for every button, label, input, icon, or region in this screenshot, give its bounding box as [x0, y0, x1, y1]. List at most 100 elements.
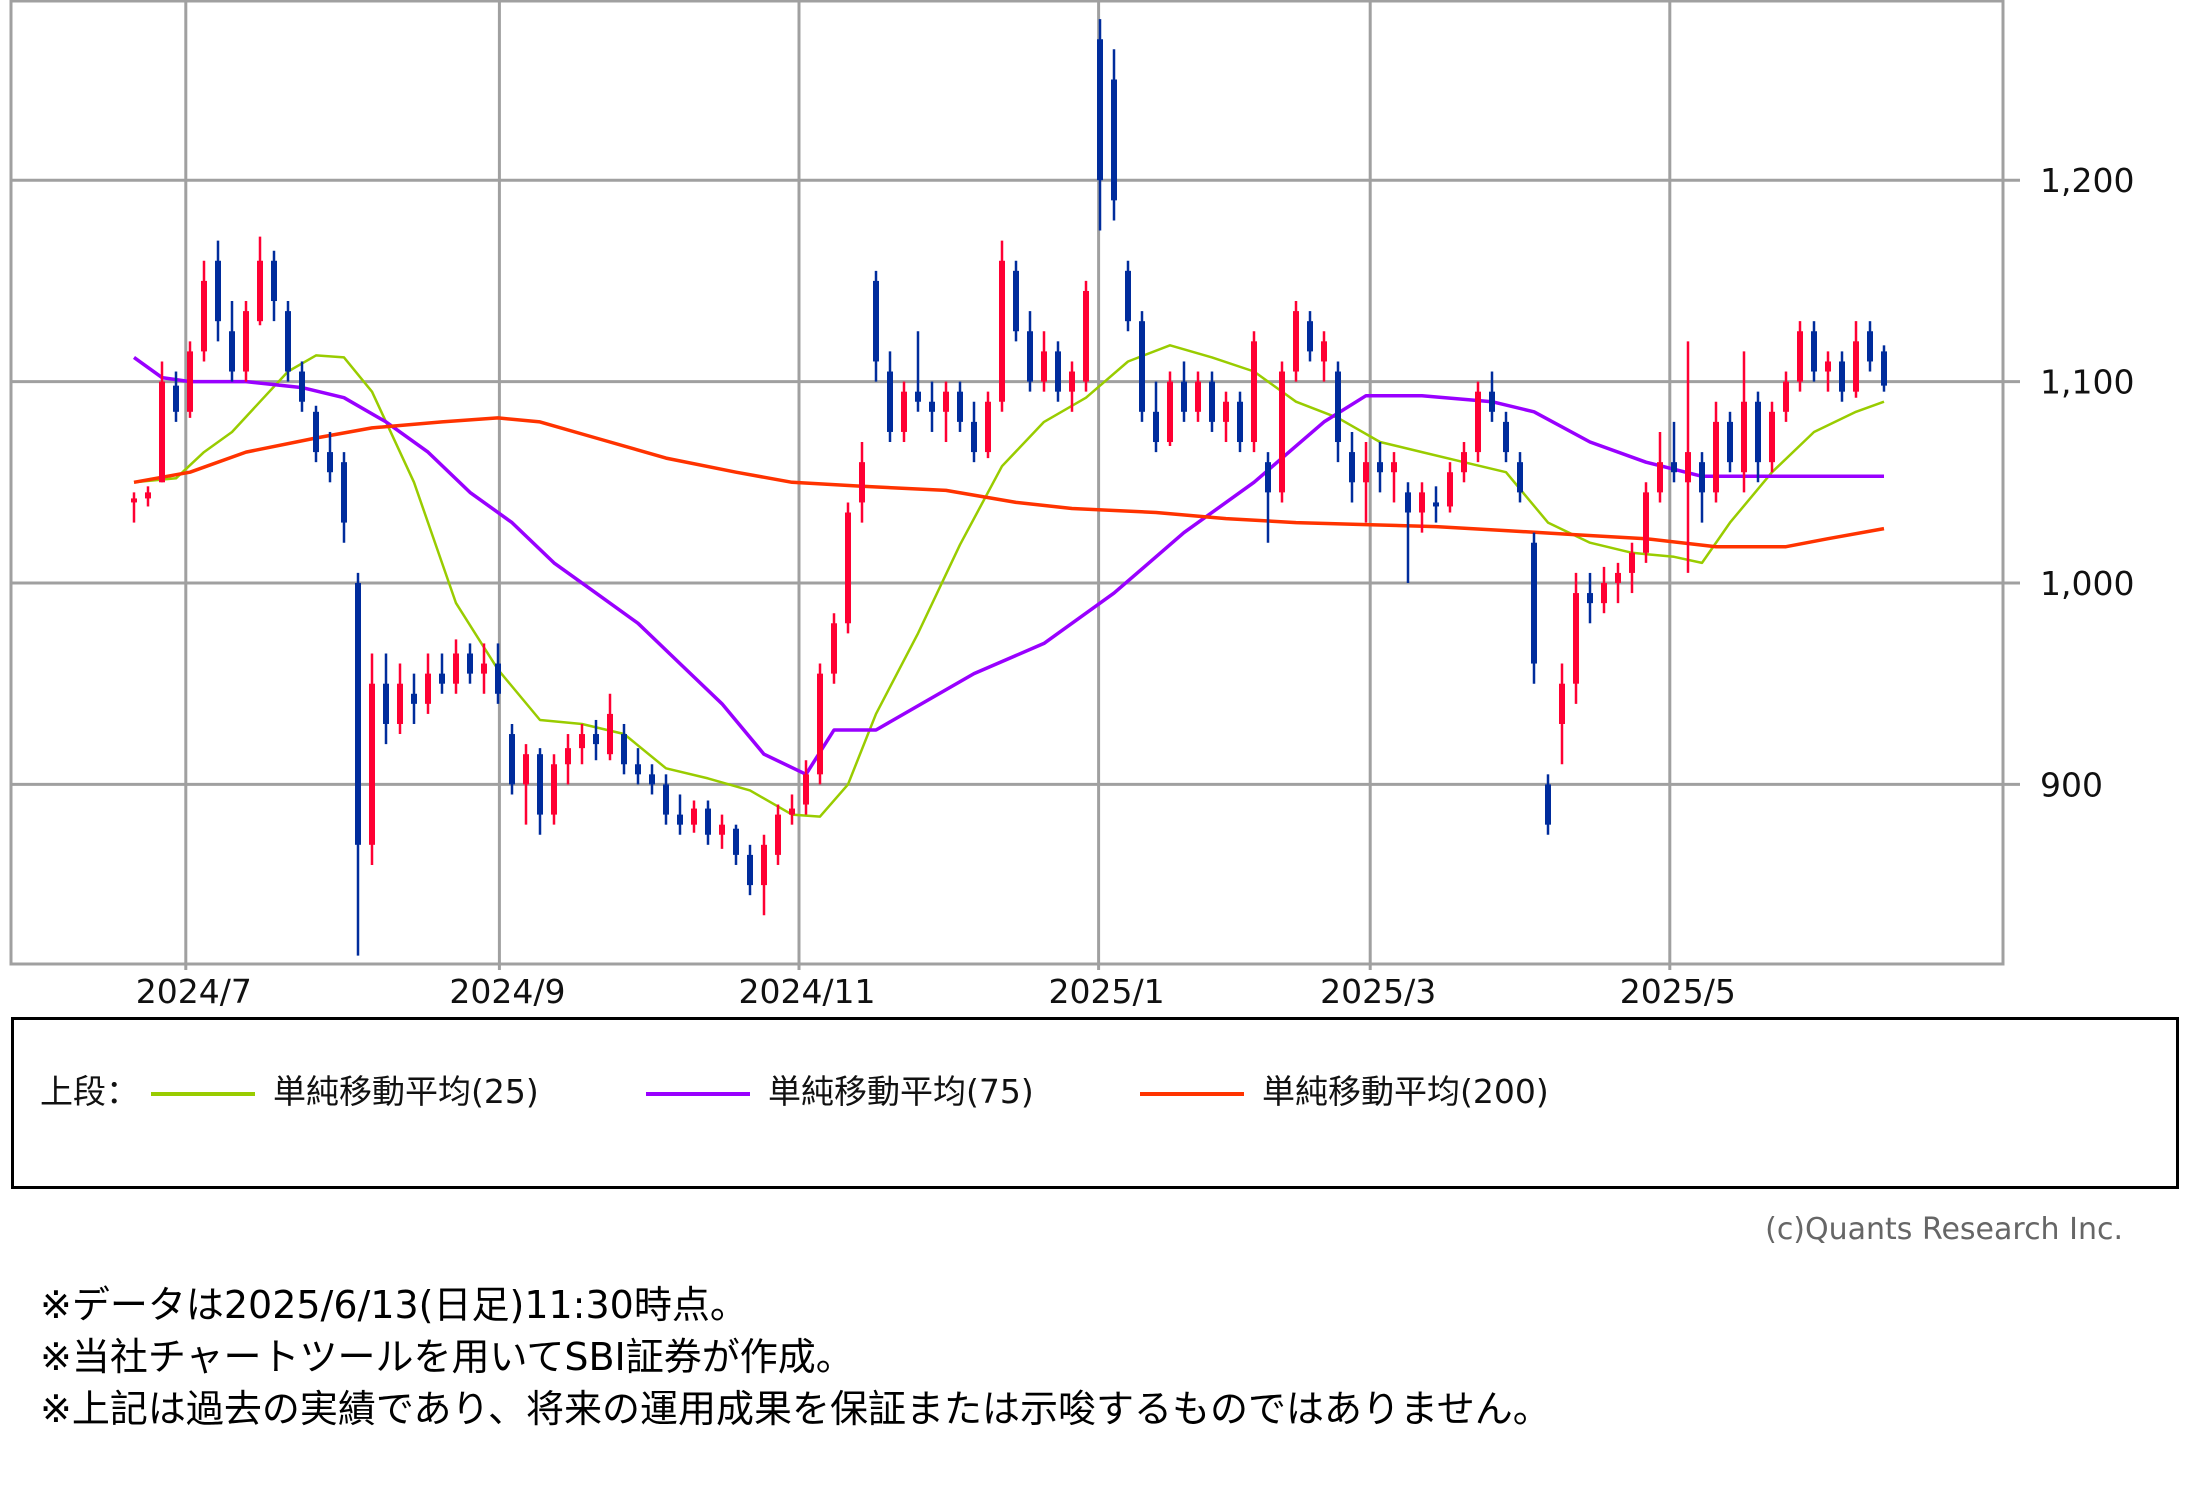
candle [1405, 482, 1411, 583]
candle [1293, 301, 1299, 382]
candle [159, 361, 165, 483]
candle [201, 260, 207, 362]
candle [1139, 311, 1145, 422]
candle [1041, 331, 1047, 392]
candle [523, 744, 529, 825]
candle-body [887, 371, 893, 432]
candle-body [901, 391, 907, 432]
candle-body [369, 683, 375, 845]
candle-body [1153, 411, 1159, 443]
candle [1181, 361, 1187, 422]
y-tick-label: 1,100 [2040, 363, 2134, 402]
candle-body [1279, 371, 1285, 493]
candle-body [1307, 321, 1313, 352]
candle [1475, 381, 1481, 463]
candle [411, 673, 417, 724]
candle-body [425, 673, 431, 704]
candle [1055, 341, 1061, 402]
candle [481, 643, 487, 694]
candle [845, 502, 851, 634]
candle-body [341, 462, 347, 523]
candle [789, 794, 795, 825]
candle-body [1489, 391, 1495, 412]
candle-body [1867, 331, 1873, 362]
candle-body [1517, 462, 1523, 493]
candle-body [285, 311, 291, 372]
candle [1615, 562, 1621, 604]
ma-line-75 [132, 355, 1884, 777]
candle-body [131, 498, 137, 503]
candle [285, 301, 291, 382]
copyright: (c)Quants Research Inc. [1765, 1212, 2123, 1247]
candle [761, 834, 767, 916]
candle [453, 639, 459, 694]
ma-line-200 [133, 416, 1885, 549]
candle [369, 653, 375, 865]
candle [1363, 442, 1369, 523]
note-disclaimer: ※上記は過去の実績であり、将来の運用成果を保証または示唆するものではありません。 [40, 1387, 1551, 1431]
candle [1741, 351, 1747, 493]
candle-body [957, 391, 963, 422]
candle [1881, 345, 1887, 392]
candle [1307, 311, 1313, 362]
candle-body [1825, 361, 1831, 372]
candle [593, 719, 599, 761]
moving-average-lines [132, 344, 1885, 818]
candle [1237, 391, 1243, 453]
candle [887, 351, 893, 443]
candle [537, 748, 543, 835]
candle [1699, 452, 1705, 523]
candle-body [1097, 39, 1103, 181]
candle [677, 794, 683, 835]
candle [1349, 431, 1355, 503]
candle-body [677, 814, 683, 825]
candle-body [1293, 311, 1299, 372]
candle-body [1573, 593, 1579, 684]
candle-body [1419, 492, 1425, 513]
candle-body [607, 713, 613, 755]
candle [1839, 351, 1845, 402]
candle [551, 754, 557, 825]
candle [1335, 361, 1341, 463]
candle-body [1069, 371, 1075, 392]
candle [1111, 49, 1117, 221]
candle-body [1447, 472, 1453, 507]
candle-body [1881, 351, 1887, 386]
candle-body [1377, 462, 1383, 473]
candle [327, 431, 333, 483]
candle-body [1041, 351, 1047, 382]
candle [985, 391, 991, 459]
candle-body [1349, 452, 1355, 483]
candle [1279, 361, 1285, 503]
candle-body [229, 331, 235, 372]
x-tick-label: 2024/7 [136, 972, 252, 1010]
candle [131, 492, 137, 523]
candle [1321, 331, 1327, 382]
candle-body [705, 808, 711, 835]
candle-body [621, 734, 627, 765]
candle-body [719, 824, 725, 835]
y-tick-label: 1,200 [2040, 161, 2134, 200]
candle [1573, 572, 1579, 704]
candle-body [999, 260, 1005, 402]
candle [341, 452, 347, 543]
candle-body [271, 260, 277, 302]
candle-body [481, 663, 487, 674]
candle-body [537, 754, 543, 815]
candle-body [943, 391, 949, 412]
candle [1097, 19, 1103, 231]
candle [957, 381, 963, 432]
candle-body [1027, 331, 1033, 382]
candle [873, 270, 879, 382]
candle [565, 734, 571, 785]
candle-body [439, 673, 445, 684]
candle [915, 331, 921, 412]
candle [355, 572, 361, 956]
candle-body [1839, 361, 1845, 392]
candle [1811, 321, 1817, 382]
candle-body [1713, 421, 1719, 493]
candle-body [523, 754, 529, 785]
legend-swatch-ma75 [646, 1092, 750, 1096]
candle [607, 693, 613, 761]
plot-frame [9, 0, 2005, 966]
